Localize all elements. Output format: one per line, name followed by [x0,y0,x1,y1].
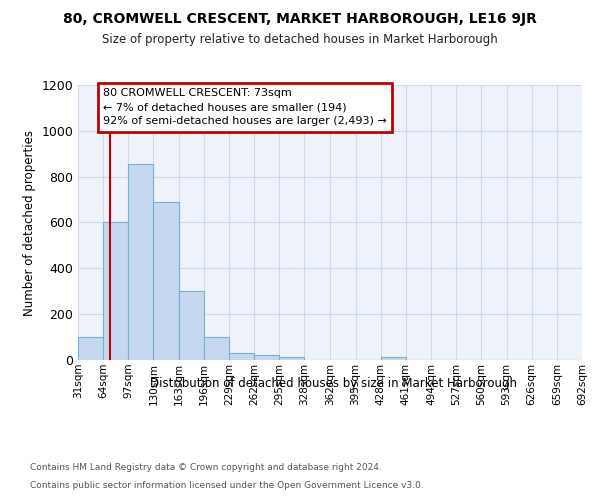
Bar [254,356,279,360]
Bar [154,202,179,360]
Bar [128,164,154,360]
Text: 80, CROMWELL CRESCENT, MARKET HARBOROUGH, LE16 9JR: 80, CROMWELL CRESCENT, MARKET HARBOROUGH… [63,12,537,26]
Text: Contains HM Land Registry data © Crown copyright and database right 2024.: Contains HM Land Registry data © Crown c… [30,464,382,472]
Bar [381,356,406,360]
Text: Distribution of detached houses by size in Market Harborough: Distribution of detached houses by size … [149,378,517,390]
Text: 80 CROMWELL CRESCENT: 73sqm
← 7% of detached houses are smaller (194)
92% of sem: 80 CROMWELL CRESCENT: 73sqm ← 7% of deta… [103,88,387,126]
Bar [103,222,128,360]
Bar [229,353,254,360]
Bar [78,337,103,360]
Bar [179,291,204,360]
Text: Contains public sector information licensed under the Open Government Licence v3: Contains public sector information licen… [30,481,424,490]
Text: Size of property relative to detached houses in Market Harborough: Size of property relative to detached ho… [102,32,498,46]
Y-axis label: Number of detached properties: Number of detached properties [23,130,36,316]
Bar [279,356,304,360]
Bar [204,337,229,360]
